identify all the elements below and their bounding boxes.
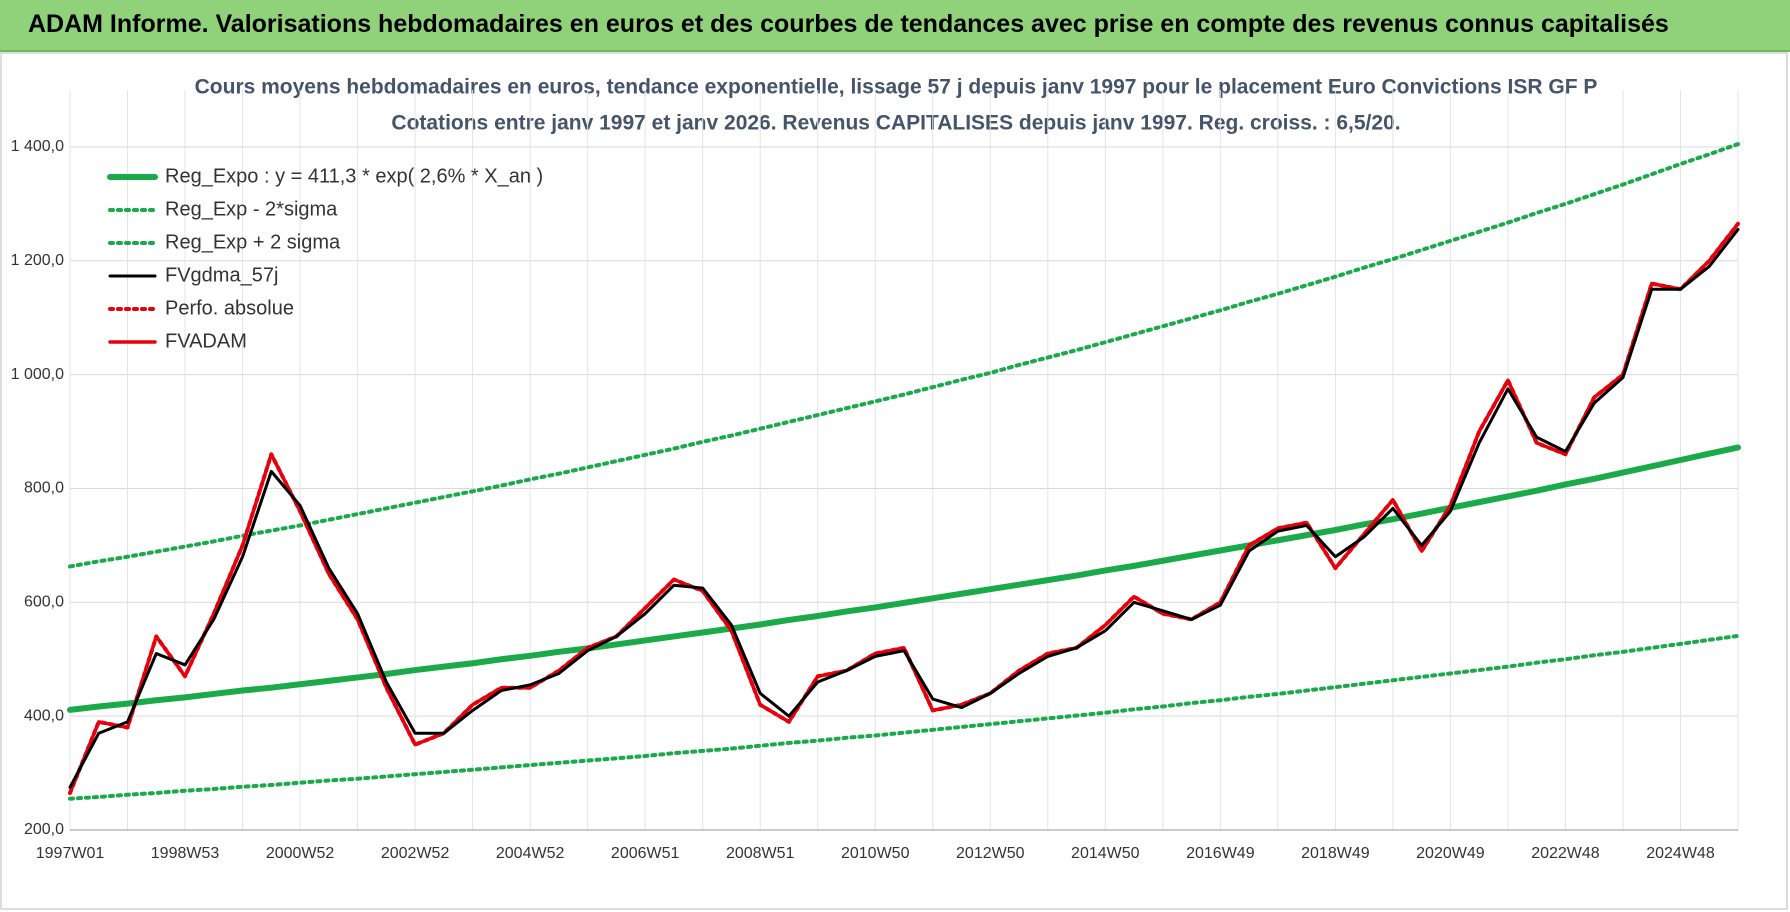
y-tick-label: 200,0 — [24, 821, 64, 838]
x-tick-label: 2008W51 — [726, 845, 795, 862]
y-tick-label: 400,0 — [24, 707, 64, 724]
legend-label: FVgdma_57j — [165, 264, 278, 286]
x-tick-label: 2012W50 — [956, 845, 1025, 862]
y-tick-label: 1 200,0 — [11, 252, 64, 269]
x-tick-label: 2018W49 — [1301, 845, 1370, 862]
x-tick-label: 2002W52 — [381, 845, 450, 862]
x-tick-label: 2004W52 — [496, 845, 565, 862]
x-tick-label: 1997W01 — [36, 845, 105, 862]
y-tick-label: 600,0 — [24, 594, 64, 611]
series-line — [68, 142, 1740, 569]
series-line — [68, 222, 1740, 795]
legend-label: Perfo. absolue — [165, 297, 294, 319]
legend-label: Reg_Exp - 2*sigma — [165, 198, 338, 220]
x-tick-label: 2024W48 — [1646, 845, 1715, 862]
y-tick-label: 1 400,0 — [11, 138, 64, 155]
page-title: ADAM Informe. Valorisations hebdomadaire… — [28, 10, 1669, 38]
chart: Cours moyens hebdomadaires en euros, ten… — [0, 52, 1788, 910]
series-line — [67, 444, 1741, 713]
x-tick-label: 2010W50 — [841, 845, 910, 862]
x-tick-label: 1998W53 — [151, 845, 220, 862]
chart-subtitle: Cotations entre janv 1997 et janv 2026. … — [391, 112, 1400, 135]
series-line — [68, 633, 1740, 801]
x-tick-label: 2022W48 — [1531, 845, 1600, 862]
legend-label: Reg_Exp + 2 sigma — [165, 231, 341, 253]
y-tick-label: 1 000,0 — [11, 366, 64, 383]
chart-title: Cours moyens hebdomadaires en euros, ten… — [195, 76, 1598, 99]
series-line — [68, 221, 1740, 795]
y-tick-label: 800,0 — [24, 480, 64, 497]
header-bar: ADAM Informe. Valorisations hebdomadaire… — [0, 0, 1790, 52]
legend-label: Reg_Expo : y = 411,3 * exp( 2,6% * X_an … — [165, 165, 543, 187]
x-tick-label: 2006W51 — [611, 845, 680, 862]
x-tick-label: 2014W50 — [1071, 845, 1140, 862]
legend-label: FVADAM — [165, 330, 247, 352]
x-tick-label: 2000W52 — [266, 845, 335, 862]
chart-frame — [0, 52, 1788, 910]
x-tick-label: 2020W49 — [1416, 845, 1485, 862]
x-tick-label: 2016W49 — [1186, 845, 1255, 862]
series-line — [68, 227, 1740, 789]
